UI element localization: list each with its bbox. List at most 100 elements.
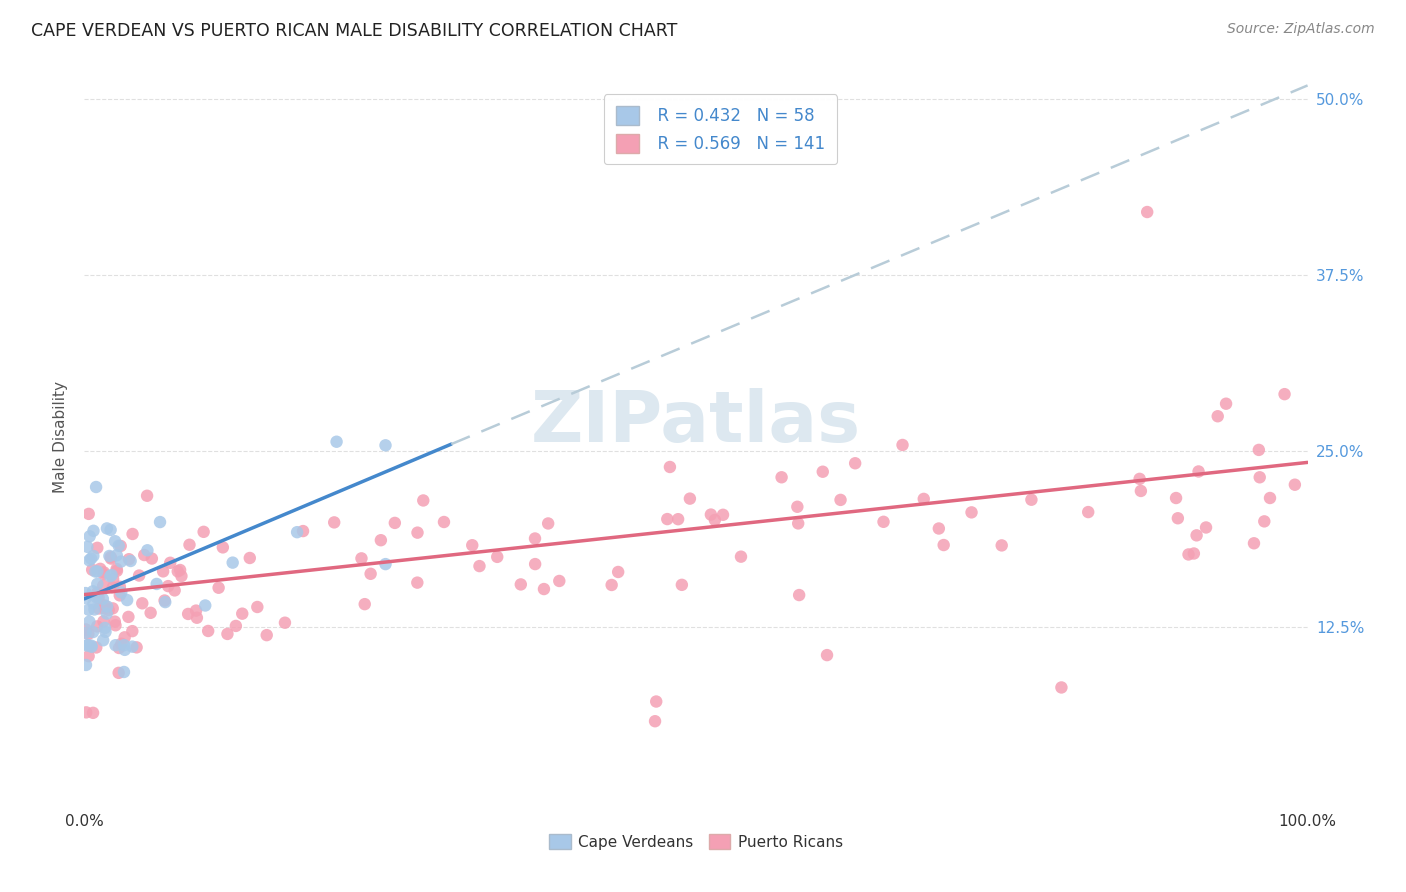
Point — [524, 532, 547, 546]
Point — [285, 525, 308, 540]
Point — [93, 567, 115, 582]
Point — [912, 491, 935, 506]
Point — [101, 581, 124, 595]
Point — [114, 643, 136, 657]
Point — [537, 516, 560, 531]
Point — [1182, 547, 1205, 561]
Point — [100, 550, 122, 565]
Point — [136, 489, 159, 503]
Point — [533, 582, 555, 596]
Point — [112, 638, 135, 652]
Point — [153, 593, 176, 607]
Text: ZIPatlas: ZIPatlas — [531, 388, 860, 457]
Point — [239, 551, 262, 566]
Point — [170, 569, 193, 583]
Point — [149, 515, 172, 529]
Point — [82, 625, 104, 640]
Point — [101, 601, 124, 615]
Point — [98, 549, 121, 563]
Point — [80, 551, 103, 566]
Point — [105, 564, 128, 578]
Point — [786, 500, 808, 514]
Point — [157, 579, 180, 593]
Point — [374, 438, 396, 452]
Point — [679, 491, 702, 506]
Point — [666, 512, 689, 526]
Point — [145, 577, 167, 591]
Point — [645, 694, 668, 708]
Point — [75, 657, 97, 672]
Point — [374, 557, 396, 571]
Point — [159, 556, 181, 570]
Point — [406, 575, 429, 590]
Point — [121, 624, 143, 639]
Point — [207, 581, 229, 595]
Point — [84, 565, 107, 579]
Point — [82, 596, 104, 610]
Point — [112, 665, 135, 679]
Point — [1253, 514, 1275, 528]
Point — [136, 543, 159, 558]
Point — [77, 603, 100, 617]
Point — [384, 516, 406, 530]
Point — [131, 596, 153, 610]
Point — [94, 624, 117, 639]
Point — [114, 630, 136, 644]
Point — [86, 591, 108, 605]
Point — [711, 508, 734, 522]
Point — [166, 564, 188, 578]
Point — [86, 577, 108, 591]
Point — [93, 601, 115, 615]
Point — [86, 541, 108, 555]
Point — [107, 539, 129, 553]
Point — [96, 521, 118, 535]
Point — [104, 638, 127, 652]
Point — [1129, 472, 1152, 486]
Point — [91, 591, 114, 606]
Point — [75, 706, 97, 720]
Point — [1284, 477, 1306, 491]
Point — [118, 552, 141, 566]
Point — [117, 610, 139, 624]
Point — [1274, 387, 1296, 401]
Point — [644, 714, 666, 729]
Point — [76, 638, 98, 652]
Point — [1177, 548, 1199, 562]
Point — [86, 565, 108, 579]
Text: Source: ZipAtlas.com: Source: ZipAtlas.com — [1227, 22, 1375, 37]
Point — [77, 649, 100, 664]
Point — [412, 493, 434, 508]
Legend:   R = 0.432   N = 58,   R = 0.569   N = 141: R = 0.432 N = 58, R = 0.569 N = 141 — [603, 95, 837, 164]
Point — [82, 549, 104, 563]
Text: CAPE VERDEAN VS PUERTO RICAN MALE DISABILITY CORRELATION CHART: CAPE VERDEAN VS PUERTO RICAN MALE DISABI… — [31, 22, 678, 40]
Point — [370, 533, 392, 548]
Point — [177, 607, 200, 621]
Point — [98, 569, 121, 583]
Point — [186, 611, 208, 625]
Point — [730, 549, 752, 564]
Point — [1129, 483, 1152, 498]
Point — [830, 492, 852, 507]
Point — [323, 516, 346, 530]
Point — [96, 599, 118, 614]
Point — [607, 565, 630, 579]
Point — [75, 586, 97, 600]
Point — [84, 640, 107, 655]
Point — [104, 618, 127, 632]
Point — [350, 551, 373, 566]
Point — [82, 563, 104, 577]
Point — [77, 507, 100, 521]
Point — [1136, 205, 1159, 219]
Point — [960, 505, 983, 519]
Point — [121, 640, 143, 654]
Point — [325, 434, 347, 449]
Point — [104, 615, 127, 629]
Point — [91, 633, 114, 648]
Point — [86, 586, 108, 600]
Point — [105, 562, 128, 576]
Point — [101, 572, 124, 586]
Point — [87, 601, 110, 615]
Point — [100, 551, 122, 566]
Point — [1077, 505, 1099, 519]
Point — [128, 568, 150, 582]
